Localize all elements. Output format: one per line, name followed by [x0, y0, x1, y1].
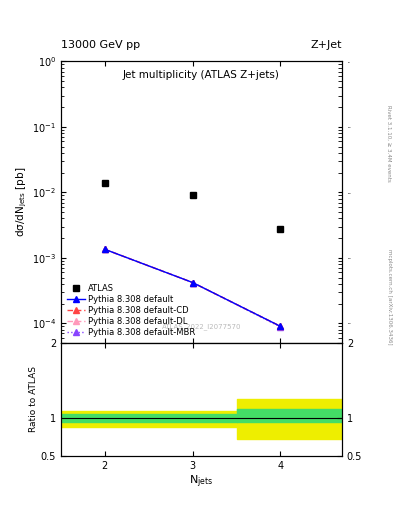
Pythia 8.308 default-MBR: [278, 324, 283, 330]
Text: mcplots.cern.ch [arXiv:1306.3436]: mcplots.cern.ch [arXiv:1306.3436]: [387, 249, 391, 345]
Legend: ATLAS, Pythia 8.308 default, Pythia 8.308 default-CD, Pythia 8.308 default-DL, P: ATLAS, Pythia 8.308 default, Pythia 8.30…: [65, 282, 197, 339]
Text: 13000 GeV pp: 13000 GeV pp: [61, 40, 140, 50]
Line: Pythia 8.308 default-CD: Pythia 8.308 default-CD: [102, 247, 283, 329]
Line: ATLAS: ATLAS: [101, 179, 284, 232]
Pythia 8.308 default-DL: [103, 246, 107, 252]
Line: Pythia 8.308 default: Pythia 8.308 default: [102, 247, 283, 329]
Pythia 8.308 default-MBR: [190, 280, 195, 286]
Text: Rivet 3.1.10, ≥ 3.4M events: Rivet 3.1.10, ≥ 3.4M events: [387, 105, 391, 182]
Pythia 8.308 default-MBR: [103, 246, 107, 252]
Pythia 8.308 default: [190, 280, 195, 286]
Line: Pythia 8.308 default-MBR: Pythia 8.308 default-MBR: [102, 247, 283, 330]
Pythia 8.308 default-DL: [278, 323, 283, 329]
Y-axis label: dσ/dN$_\mathrm{jets}$ [pb]: dσ/dN$_\mathrm{jets}$ [pb]: [15, 167, 29, 238]
Pythia 8.308 default-CD: [103, 246, 107, 252]
Pythia 8.308 default-CD: [190, 280, 195, 286]
X-axis label: N$_\mathregular{jets}$: N$_\mathregular{jets}$: [189, 473, 213, 489]
Text: Jet multiplicity (ATLAS Z+jets): Jet multiplicity (ATLAS Z+jets): [123, 70, 280, 80]
ATLAS: [103, 180, 107, 186]
Y-axis label: Ratio to ATLAS: Ratio to ATLAS: [29, 367, 38, 432]
Pythia 8.308 default-CD: [278, 323, 283, 329]
Text: ATLAS_2022_I2077570: ATLAS_2022_I2077570: [162, 323, 241, 330]
Pythia 8.308 default: [278, 323, 283, 329]
ATLAS: [278, 225, 283, 231]
Line: Pythia 8.308 default-DL: Pythia 8.308 default-DL: [102, 247, 283, 329]
Text: Z+Jet: Z+Jet: [310, 40, 342, 50]
Pythia 8.308 default: [103, 246, 107, 252]
ATLAS: [190, 193, 195, 199]
Pythia 8.308 default-DL: [190, 280, 195, 286]
